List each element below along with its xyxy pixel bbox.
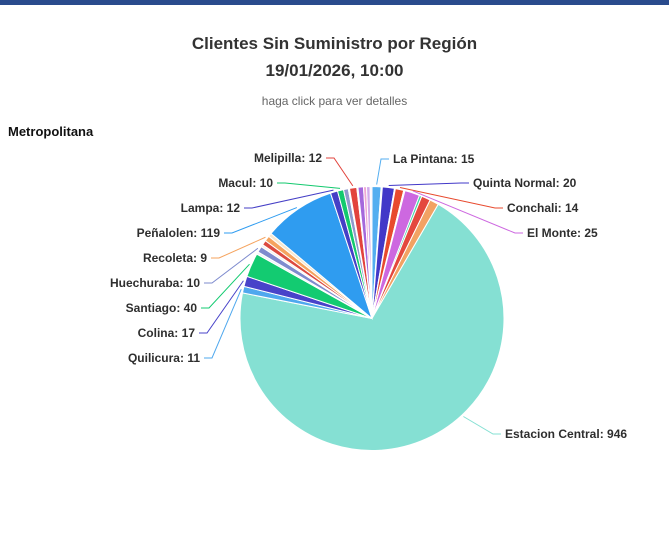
chart-title-line2: 19/01/2026, 10:00 xyxy=(265,61,404,81)
label-connector-conchali xyxy=(399,186,503,209)
label-connector-quilicura xyxy=(204,288,242,359)
data-label-peñalolen: Peñalolen: 119 xyxy=(137,226,221,240)
data-label-macul: Macul: 10 xyxy=(218,176,273,190)
data-label-el-monte: El Monte: 25 xyxy=(527,226,598,240)
pie-chart-svg: La Pintana: 15 Quinta Normal: 20 Conchali:… xyxy=(110,151,627,451)
chart-subtitle: haga click para ver detalles xyxy=(261,94,408,109)
data-label-conchali: Conchali: 14 xyxy=(507,201,579,215)
label-connector-colina xyxy=(199,280,244,334)
label-connector-el-monte xyxy=(412,190,523,234)
data-label-recoleta: Recoleta: 9 xyxy=(143,251,207,265)
label-connector-la-pintana xyxy=(376,158,389,185)
label-connector-peñalolen xyxy=(224,207,298,234)
label-connector-lampa xyxy=(244,189,334,209)
label-connector-huechuraba xyxy=(204,247,259,284)
pie-chart: La Pintana: 15 Quinta Normal: 20 Conchali:… xyxy=(0,140,669,536)
label-connector-santiago xyxy=(201,263,250,309)
label-connector-macul xyxy=(277,182,341,189)
data-label-quilicura: Quilicura: 11 xyxy=(128,351,200,365)
pie-slice[interactable] xyxy=(369,185,373,319)
chart-header: Clientes Sin Suministro por Región 19/01… xyxy=(0,30,669,108)
label-connector-estacion-central xyxy=(463,416,501,435)
data-label-lampa: Lampa: 12 xyxy=(181,201,241,215)
region-label: Metropolitana xyxy=(8,124,94,139)
data-label-la-pintana: La Pintana: 15 xyxy=(393,152,475,166)
data-label-huechuraba: Huechuraba: 10 xyxy=(110,276,200,290)
label-connector-melipilla xyxy=(326,157,354,187)
label-connector-quinta-normal xyxy=(388,182,469,187)
chart-title-line1: Clientes Sin Suministro por Región xyxy=(191,34,478,53)
data-label-colina: Colina: 17 xyxy=(138,326,196,340)
data-label-santiago: Santiago: 40 xyxy=(126,301,198,315)
top-accent-bar xyxy=(0,0,669,5)
chart-title: Clientes Sin Suministro por Región 19/01… xyxy=(0,30,669,84)
pie-slice-estacion-central[interactable] xyxy=(239,203,505,451)
data-label-quinta-normal: Quinta Normal: 20 xyxy=(473,176,577,190)
data-label-melipilla: Melipilla: 12 xyxy=(254,151,322,165)
data-label-estacion-central: Estacion Central: 946 xyxy=(505,427,627,441)
label-connector-recoleta xyxy=(211,236,266,259)
